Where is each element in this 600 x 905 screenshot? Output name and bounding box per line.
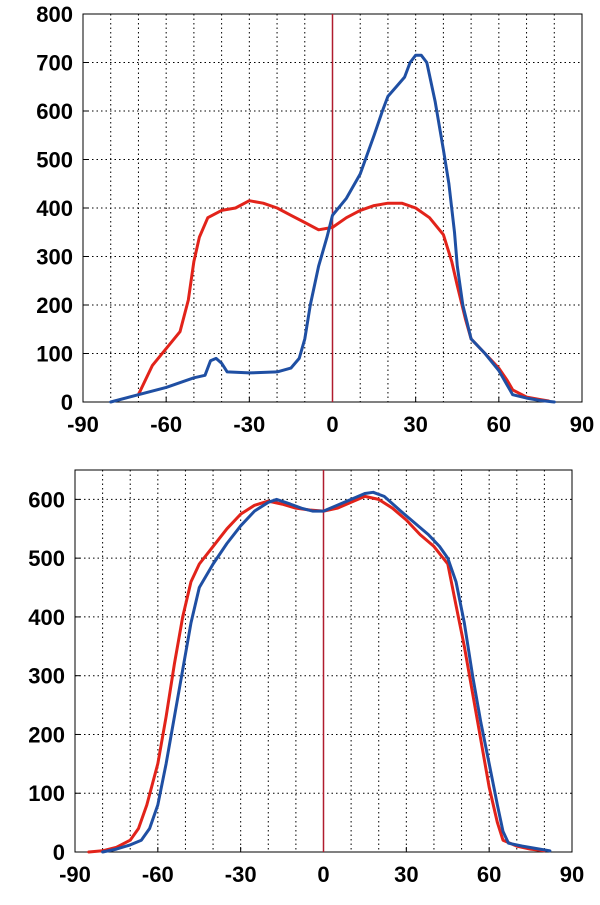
y-tick-label: 400 xyxy=(36,196,73,221)
blue-series-line xyxy=(109,53,556,404)
x-tick-label: -90 xyxy=(67,412,99,437)
y-tick-label: 200 xyxy=(36,293,73,318)
x-tick-label: 90 xyxy=(560,862,584,887)
bottom-line-chart: 0 100 200 300 400 500 600 -90 -60 -30 0 30 60 90 xyxy=(28,469,584,887)
x-tick-label: -90 xyxy=(59,862,91,887)
blue-series-line xyxy=(101,490,552,854)
x-tick-label: 30 xyxy=(403,412,427,437)
y-tick-label: 300 xyxy=(36,245,73,270)
x-tick-label: -60 xyxy=(150,412,182,437)
y-tick-label: 0 xyxy=(61,390,73,415)
y-tick-label: 400 xyxy=(28,605,65,630)
y-tick-label: 100 xyxy=(36,342,73,367)
y-tick-label: 200 xyxy=(28,722,65,747)
x-tick-label: 0 xyxy=(317,862,329,887)
x-tick-label: -30 xyxy=(225,862,257,887)
x-tick-label: -30 xyxy=(233,412,265,437)
x-tick-label: 60 xyxy=(477,862,501,887)
x-tick-label: -60 xyxy=(142,862,174,887)
red-series-line xyxy=(87,494,546,854)
top-line-chart: 0 100 200 300 400 500 600 700 800 -90 -60 -30 0 30 60 9… xyxy=(36,2,594,437)
y-tick-label: 700 xyxy=(36,51,73,76)
y-tick-label: 500 xyxy=(28,546,65,571)
y-tick-label: 500 xyxy=(36,148,73,173)
y-tick-label: 600 xyxy=(36,99,73,124)
x-tick-label: 60 xyxy=(487,412,511,437)
y-tick-label: 800 xyxy=(36,2,73,27)
y-tick-label: 600 xyxy=(28,487,65,512)
y-tick-label: 300 xyxy=(28,664,65,689)
y-tick-label: 0 xyxy=(53,840,65,865)
x-tick-label: 0 xyxy=(326,412,338,437)
y-tick-label: 100 xyxy=(28,781,65,806)
red-series-line xyxy=(136,199,551,403)
x-tick-label: 30 xyxy=(394,862,418,887)
x-tick-label: 90 xyxy=(570,412,594,437)
